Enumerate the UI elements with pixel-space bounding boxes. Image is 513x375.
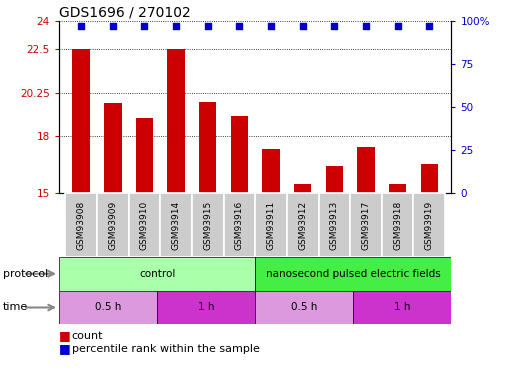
Point	[109, 23, 117, 29]
Bar	[255, 193, 287, 257]
Bar	[59, 257, 255, 291]
Bar	[65, 193, 97, 257]
Text: 0.5 h: 0.5 h	[291, 303, 318, 312]
Text: GSM93910: GSM93910	[140, 200, 149, 250]
Point	[141, 23, 149, 29]
Bar	[413, 193, 445, 257]
Text: GSM93908: GSM93908	[76, 200, 86, 250]
Text: GSM93912: GSM93912	[298, 200, 307, 250]
Text: GSM93913: GSM93913	[330, 200, 339, 250]
Text: GSM93914: GSM93914	[171, 200, 181, 250]
Text: control: control	[139, 269, 175, 279]
Text: 1 h: 1 h	[394, 303, 410, 312]
Bar	[350, 193, 382, 257]
Bar	[160, 193, 192, 257]
Point	[204, 23, 212, 29]
Text: count: count	[72, 331, 103, 340]
Bar	[255, 257, 451, 291]
Bar	[326, 166, 343, 193]
Bar	[382, 193, 413, 257]
Point	[299, 23, 307, 29]
Text: GSM93909: GSM93909	[108, 200, 117, 250]
Text: 1 h: 1 h	[198, 303, 214, 312]
Bar	[319, 193, 350, 257]
Text: nanosecond pulsed electric fields: nanosecond pulsed electric fields	[266, 269, 441, 279]
Point	[172, 23, 180, 29]
Bar	[72, 50, 90, 193]
Text: GSM93919: GSM93919	[425, 200, 434, 250]
Bar	[421, 164, 438, 193]
Point	[425, 23, 433, 29]
Bar	[287, 193, 319, 257]
Text: protocol: protocol	[3, 269, 48, 279]
Bar	[167, 50, 185, 193]
Bar	[97, 193, 129, 257]
Bar	[199, 102, 216, 193]
Text: GSM93918: GSM93918	[393, 200, 402, 250]
Point	[267, 23, 275, 29]
Text: GSM93911: GSM93911	[267, 200, 275, 250]
Bar	[192, 193, 224, 257]
Text: GSM93917: GSM93917	[362, 200, 370, 250]
Bar	[136, 118, 153, 193]
Bar	[231, 117, 248, 193]
Bar	[59, 291, 157, 324]
Text: GSM93916: GSM93916	[235, 200, 244, 250]
Bar	[129, 193, 160, 257]
Point	[393, 23, 402, 29]
Text: GDS1696 / 270102: GDS1696 / 270102	[59, 6, 191, 20]
Bar	[157, 291, 255, 324]
Bar	[255, 291, 353, 324]
Bar	[353, 291, 451, 324]
Point	[330, 23, 339, 29]
Point	[362, 23, 370, 29]
Bar	[224, 193, 255, 257]
Text: ■: ■	[59, 342, 75, 355]
Point	[235, 23, 244, 29]
Bar	[357, 147, 374, 193]
Text: ■: ■	[59, 329, 75, 342]
Bar	[262, 149, 280, 193]
Point	[77, 23, 85, 29]
Bar	[294, 183, 311, 193]
Text: GSM93915: GSM93915	[203, 200, 212, 250]
Text: time: time	[3, 303, 28, 312]
Bar	[389, 183, 406, 193]
Text: percentile rank within the sample: percentile rank within the sample	[72, 344, 260, 354]
Bar	[104, 103, 122, 193]
Text: 0.5 h: 0.5 h	[95, 303, 121, 312]
